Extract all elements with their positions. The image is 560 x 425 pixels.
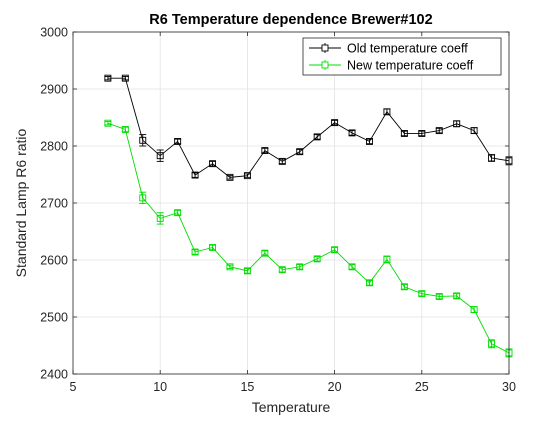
data-point [226,173,234,181]
data-point [156,214,164,222]
x-tick-label: 30 [502,380,516,394]
data-point [121,126,129,133]
data-point [418,130,426,137]
data-point [470,127,478,135]
y-tick-label: 2700 [40,197,68,211]
data-point [296,148,304,156]
data-point [383,108,391,116]
data-point [139,136,147,144]
legend-item: New temperature coeff [309,59,474,73]
data-point [191,171,199,179]
x-tick-label: 20 [328,380,342,394]
data-point [174,137,182,145]
data-point [104,74,112,82]
data-point [366,279,373,287]
data-point [278,266,286,274]
x-tick-label: 5 [70,380,77,394]
data-point [400,130,408,137]
data-point [348,263,356,271]
data-point [278,157,286,165]
data-point [296,263,304,271]
data-point [331,119,339,127]
data-point [121,74,129,82]
data-point [488,340,496,348]
data-point [226,263,234,271]
legend: Old temperature coeff New temperature coe… [302,37,502,76]
y-tick-label: 2600 [40,254,68,268]
data-point [418,290,426,298]
legend-swatch-marker [321,61,329,69]
x-axis-label: Temperature [252,399,331,415]
data-point [348,129,356,137]
y-tick-label: 3000 [40,26,68,40]
legend-label: Old temperature coeff [347,42,468,56]
data-point [261,147,269,155]
data-point [174,209,182,217]
x-tick-label: 15 [240,380,254,394]
legend-label: New temperature coeff [347,59,474,73]
data-point [209,160,216,168]
data-point [383,255,391,263]
data-point [435,293,443,300]
data-point [139,194,147,202]
axis-ticks: 5 10 15 20 25 30 2400 2500 2600 2700 2800 2900 3000 [40,26,516,395]
chart-title: R6 Temperature dependence Brewer#102 [149,12,432,28]
x-tick-label: 25 [415,380,429,394]
data-point [453,120,461,128]
x-tick-label: 10 [153,380,167,394]
legend-item: Old temperature coeff [309,42,468,56]
data-point [366,137,373,145]
series-new-temperature-coeff [104,119,513,358]
data-point [313,255,321,263]
legend-box [302,37,502,76]
y-tick-label: 2500 [40,311,68,325]
data-point [243,172,251,180]
data-point [400,283,408,291]
data-point [104,119,112,127]
data-point [156,152,164,160]
data-point [488,154,496,162]
y-tick-label: 2900 [40,83,68,97]
legend-swatch-marker [321,44,329,52]
data-point [470,306,478,314]
data-point [453,292,461,300]
y-tick-label: 2400 [40,368,68,382]
data-point [331,246,339,254]
data-point [313,133,321,141]
data-point [435,127,443,135]
y-axis-label: Standard Lamp R6 ratio [13,128,29,277]
data-point [261,249,269,257]
data-point [209,244,216,251]
grid [72,31,510,375]
data-point [191,248,199,256]
y-tick-label: 2800 [40,140,68,154]
data-point [243,267,251,275]
